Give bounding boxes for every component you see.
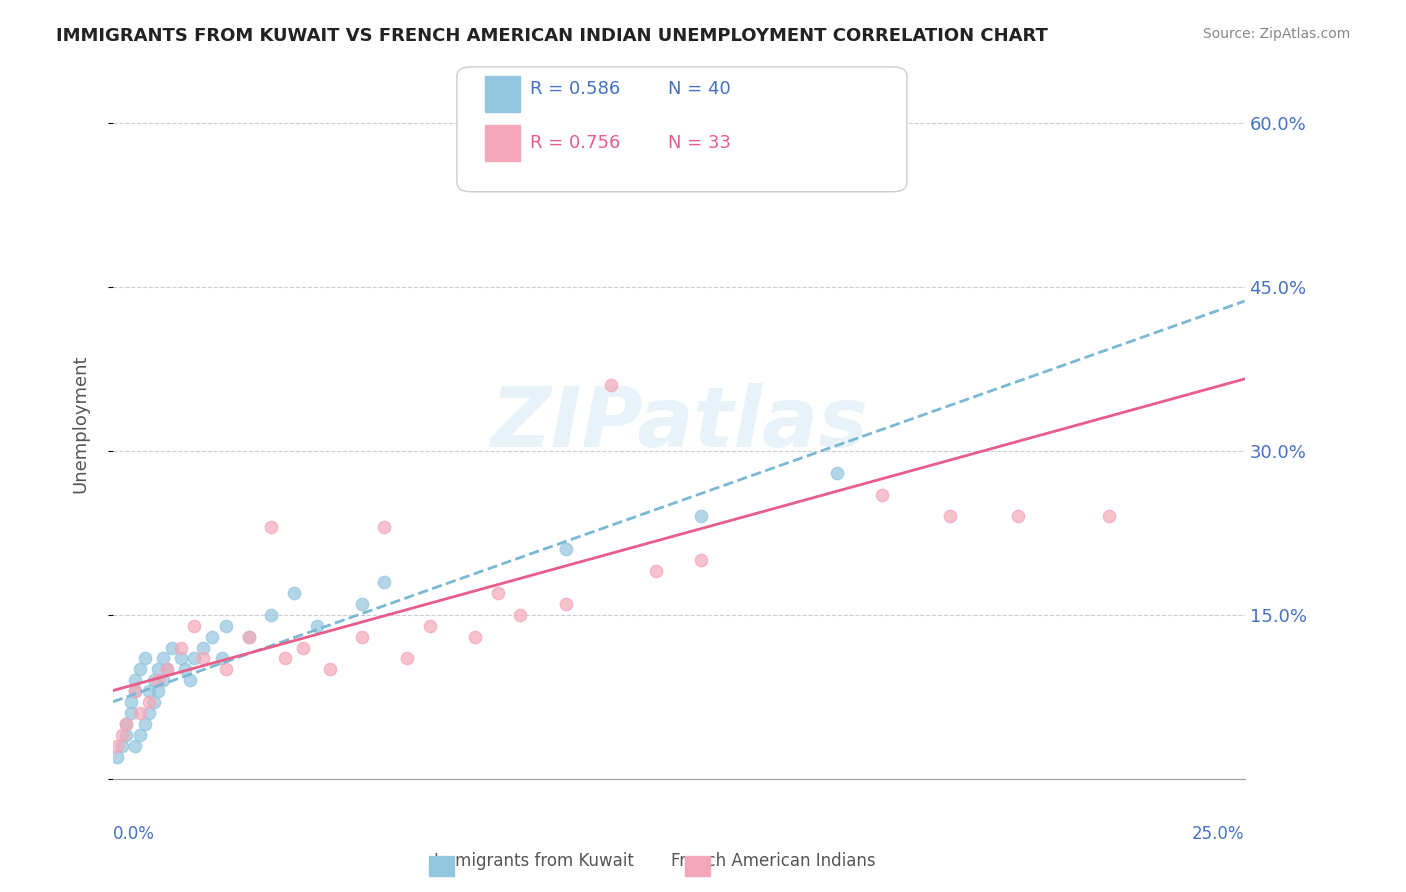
Point <box>138 706 160 720</box>
Point <box>292 640 315 655</box>
Point <box>115 717 138 731</box>
Text: French American Indians: French American Indians <box>671 852 876 870</box>
Point <box>156 662 179 676</box>
Text: 25.0%: 25.0% <box>1192 825 1244 843</box>
Point <box>260 607 283 622</box>
Point <box>283 586 305 600</box>
Point <box>146 673 169 688</box>
Point <box>170 651 193 665</box>
Point <box>115 717 138 731</box>
Point <box>129 706 152 720</box>
Text: IMMIGRANTS FROM KUWAIT VS FRENCH AMERICAN INDIAN UNEMPLOYMENT CORRELATION CHART: IMMIGRANTS FROM KUWAIT VS FRENCH AMERICA… <box>56 27 1047 45</box>
Point <box>215 618 238 632</box>
Text: N = 33: N = 33 <box>668 134 731 152</box>
Point <box>939 509 962 524</box>
Point <box>142 673 165 688</box>
Point <box>170 640 193 655</box>
Point <box>142 695 165 709</box>
Point <box>238 630 260 644</box>
Point <box>105 739 128 753</box>
Point <box>134 717 156 731</box>
Y-axis label: Unemployment: Unemployment <box>72 354 89 493</box>
Point <box>115 728 138 742</box>
Point <box>129 728 152 742</box>
Text: N = 40: N = 40 <box>668 80 731 98</box>
Point <box>174 662 197 676</box>
Point <box>193 640 215 655</box>
Point <box>486 586 509 600</box>
Point <box>690 509 713 524</box>
Point <box>111 739 134 753</box>
Point <box>183 651 205 665</box>
Point <box>211 651 233 665</box>
Point <box>319 662 342 676</box>
Point <box>146 684 169 698</box>
Point <box>146 662 169 676</box>
Point <box>690 553 713 567</box>
Point <box>260 520 283 534</box>
Point <box>509 607 531 622</box>
Point <box>419 618 441 632</box>
Point <box>152 673 174 688</box>
Text: R = 0.586: R = 0.586 <box>530 80 620 98</box>
Point <box>120 706 142 720</box>
Point <box>179 673 201 688</box>
Point <box>129 662 152 676</box>
Point <box>183 618 205 632</box>
Point <box>464 630 486 644</box>
Point <box>124 673 146 688</box>
Point <box>1007 509 1029 524</box>
Point <box>215 662 238 676</box>
Point <box>554 597 576 611</box>
Text: R = 0.756: R = 0.756 <box>530 134 620 152</box>
Point <box>138 695 160 709</box>
Point <box>238 630 260 644</box>
Point <box>134 651 156 665</box>
Point <box>825 466 848 480</box>
Point <box>350 597 373 611</box>
Point <box>780 170 803 185</box>
Point <box>105 749 128 764</box>
Point <box>305 618 328 632</box>
Point <box>274 651 297 665</box>
Text: ZIPatlas: ZIPatlas <box>489 383 868 464</box>
Point <box>645 564 668 578</box>
Point <box>138 684 160 698</box>
Point <box>124 684 146 698</box>
Text: Immigrants from Kuwait: Immigrants from Kuwait <box>434 852 634 870</box>
Point <box>124 684 146 698</box>
Point <box>120 695 142 709</box>
Point <box>373 520 395 534</box>
Point <box>373 574 395 589</box>
Point <box>201 630 224 644</box>
Point <box>111 728 134 742</box>
Point <box>554 542 576 557</box>
Point <box>156 662 179 676</box>
Point <box>396 651 419 665</box>
Point <box>872 487 894 501</box>
Point <box>124 739 146 753</box>
Point <box>152 651 174 665</box>
Text: Source: ZipAtlas.com: Source: ZipAtlas.com <box>1202 27 1350 41</box>
Point <box>1098 509 1121 524</box>
Text: 0.0%: 0.0% <box>112 825 155 843</box>
Point <box>193 651 215 665</box>
Point <box>350 630 373 644</box>
Point <box>599 378 621 392</box>
Point <box>160 640 183 655</box>
